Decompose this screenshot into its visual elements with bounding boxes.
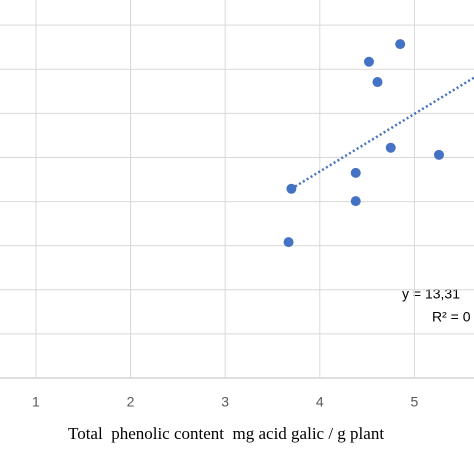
scatter-point [363,56,374,67]
x-axis-label: Total phenolic content mg acid galic / g… [68,424,384,443]
scatter-point [350,167,361,178]
trendline [290,76,474,190]
scatter-point [286,183,297,194]
x-tick-label: 2 [127,394,135,410]
scatter-point [372,77,383,88]
scatter-point [395,39,406,50]
trendline-equation: y = 13,31 [402,286,460,302]
x-tick-label: 5 [410,394,418,410]
scatter-point [350,196,361,207]
trendline-r-squared: R² = 0 [432,309,471,325]
scatter-point [433,149,444,160]
x-tick-label: 3 [221,394,229,410]
x-tick-label: 1 [32,394,40,410]
scatter-point [385,142,396,153]
scatter-point [283,237,294,248]
x-tick-label: 4 [316,394,324,410]
